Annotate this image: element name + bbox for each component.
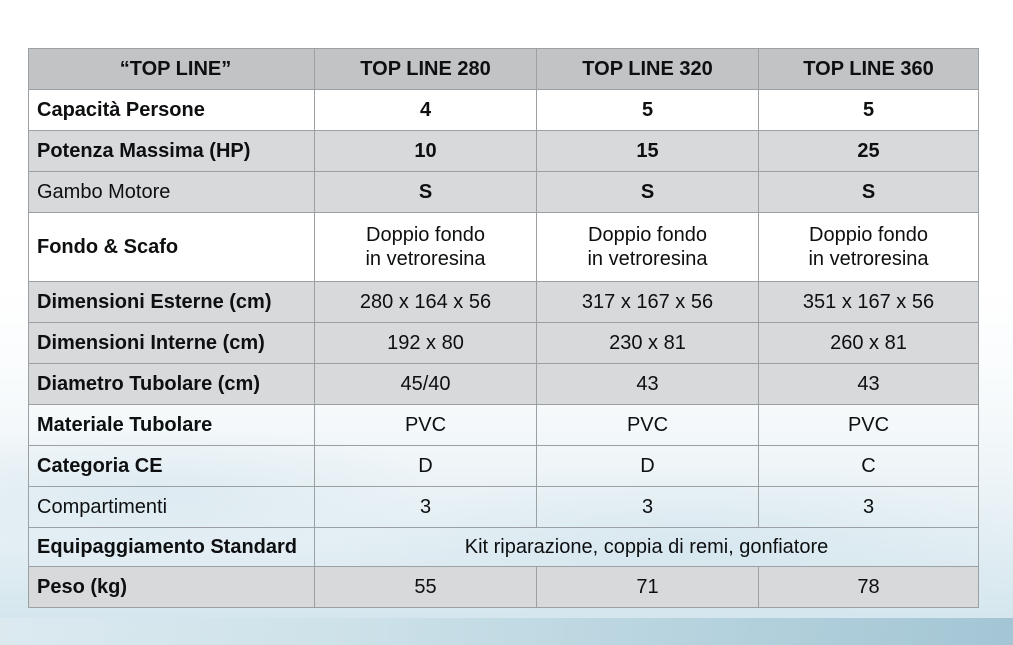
spec-value: Doppio fondo in vetroresina [314, 212, 537, 282]
spec-value: 230 x 81 [536, 322, 759, 364]
table-row-equipaggiamento-standard: Equipaggiamento Standard Kit riparazione… [28, 527, 979, 567]
spec-value-merged: Kit riparazione, coppia di remi, gonfiat… [314, 527, 979, 567]
spec-value: 5 [758, 89, 979, 131]
table-row-potenza-massima: Potenza Massima (HP) 10 15 25 [28, 130, 979, 172]
table-row-compartimenti: Compartimenti 3 3 3 [28, 486, 979, 528]
table-row-diametro-tubolare: Diametro Tubolare (cm) 45/40 43 43 [28, 363, 979, 405]
table-row-peso: Peso (kg) 55 71 78 [28, 566, 979, 608]
spec-table: “TOP LINE” TOP LINE 280 TOP LINE 320 TOP… [28, 48, 979, 608]
spec-label: Dimensioni Interne (cm) [28, 322, 315, 364]
spec-value: 71 [536, 566, 759, 608]
spec-value: PVC [314, 404, 537, 446]
spec-label: Gambo Motore [28, 171, 315, 213]
spec-value: 43 [536, 363, 759, 405]
spec-value: 351 x 167 x 56 [758, 281, 979, 323]
spec-value: 280 x 164 x 56 [314, 281, 537, 323]
spec-label: Peso (kg) [28, 566, 315, 608]
spec-label: Fondo & Scafo [28, 212, 315, 282]
spec-value: Doppio fondo in vetroresina [758, 212, 979, 282]
sea-band [0, 618, 1013, 645]
spec-value: 317 x 167 x 56 [536, 281, 759, 323]
table-row-capacita-persone: Capacità Persone 4 5 5 [28, 89, 979, 131]
spec-value: PVC [536, 404, 759, 446]
table-row-materiale-tubolare: Materiale Tubolare PVC PVC PVC [28, 404, 979, 446]
spec-label: Compartimenti [28, 486, 315, 528]
spec-label: Diametro Tubolare (cm) [28, 363, 315, 405]
spec-label: Equipaggiamento Standard [28, 527, 315, 567]
spec-value: S [536, 171, 759, 213]
spec-value: 10 [314, 130, 537, 172]
table-row-gambo-motore: Gambo Motore S S S [28, 171, 979, 213]
spec-value: 3 [758, 486, 979, 528]
spec-value: C [758, 445, 979, 487]
spec-value: S [314, 171, 537, 213]
spec-value: 3 [314, 486, 537, 528]
spec-value: 15 [536, 130, 759, 172]
spec-value: 43 [758, 363, 979, 405]
spec-label: Capacità Persone [28, 89, 315, 131]
table-row-dimensioni-esterne: Dimensioni Esterne (cm) 280 x 164 x 56 3… [28, 281, 979, 323]
spec-value: 4 [314, 89, 537, 131]
spec-value: 3 [536, 486, 759, 528]
spec-value: 78 [758, 566, 979, 608]
spec-label: Categoria CE [28, 445, 315, 487]
spec-value: PVC [758, 404, 979, 446]
spec-value: 5 [536, 89, 759, 131]
table-row-fondo-scafo: Fondo & Scafo Doppio fondo in vetroresin… [28, 212, 979, 282]
spec-label: Materiale Tubolare [28, 404, 315, 446]
spec-value: Doppio fondo in vetroresina [536, 212, 759, 282]
spec-value: D [536, 445, 759, 487]
column-header-top-line-360: TOP LINE 360 [758, 48, 979, 90]
spec-value: 55 [314, 566, 537, 608]
table-title: “TOP LINE” [28, 48, 315, 90]
spec-value: 192 x 80 [314, 322, 537, 364]
spec-value: 260 x 81 [758, 322, 979, 364]
spec-value: 25 [758, 130, 979, 172]
spec-value: 45/40 [314, 363, 537, 405]
column-header-top-line-320: TOP LINE 320 [536, 48, 759, 90]
table-row-dimensioni-interne: Dimensioni Interne (cm) 192 x 80 230 x 8… [28, 322, 979, 364]
table-row-categoria-ce: Categoria CE D D C [28, 445, 979, 487]
spec-value: D [314, 445, 537, 487]
spec-label: Potenza Massima (HP) [28, 130, 315, 172]
table-header-row: “TOP LINE” TOP LINE 280 TOP LINE 320 TOP… [28, 48, 979, 90]
spec-value: S [758, 171, 979, 213]
spec-label: Dimensioni Esterne (cm) [28, 281, 315, 323]
column-header-top-line-280: TOP LINE 280 [314, 48, 537, 90]
